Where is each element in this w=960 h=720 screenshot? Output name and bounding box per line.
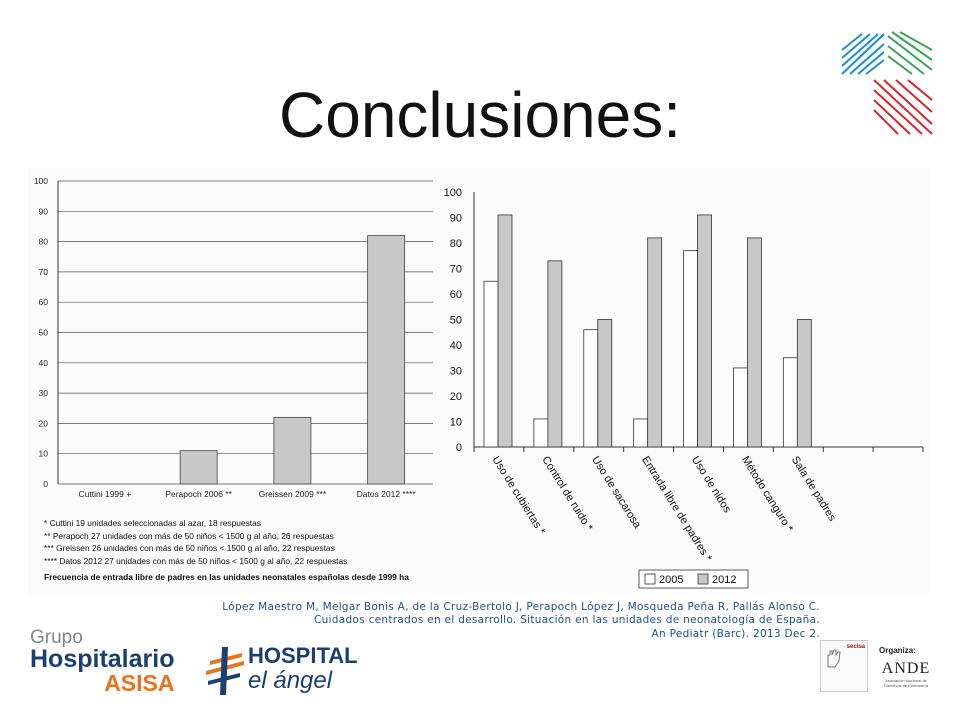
asisa-logo: Grupo Hospitalario ASISA [30,628,174,695]
reference-line-journal: An Pediatr (Barc). 2013 Dec 2. [651,627,820,640]
asisa-logo-line1: Grupo [30,627,83,648]
y-tick-label: 70 [450,264,462,276]
bar [179,450,218,485]
reference-line-authors: López Maestro M, Melgar Bonis A, de la C… [222,601,820,613]
chart-notes: * Cuttini 19 unidades seleccionadas al a… [44,517,444,584]
asisa-logo-line2: Hospitalario [30,645,175,673]
hospital-angel-icon [206,647,244,695]
ande-logo-subtitle: Asociación Nacional de Directivos de Enf… [883,678,928,688]
bar [497,214,513,448]
y-tick-label: 40 [39,358,49,368]
bar [683,250,698,448]
bar [747,237,762,448]
y-tick-label: 40 [450,340,462,352]
bar [633,418,649,448]
palm-leaf-logo-icon [840,31,933,135]
slide-title: Conclusiones: [279,79,681,151]
x-tick-label: Uso de cubiertas * [489,454,547,537]
y-tick-label: 90 [450,213,462,225]
y-tick-label: 60 [450,289,462,301]
x-tick-label: Cuttini 1999 + [79,489,132,499]
x-tick-label: Método canguro * [739,454,796,535]
y-tick-label: 30 [450,366,462,378]
ande-logo: ANDE Asociación Nacional de Directivos d… [876,660,936,688]
y-tick-label: 80 [39,237,49,247]
y-tick-label: 60 [39,297,49,307]
y-tick-label: 100 [444,187,462,199]
note-line: **** Datos 2012 27 unidades con más de 5… [44,555,348,566]
hospital-logo-word: HOSPITAL [248,643,358,668]
bar [697,214,712,448]
secisa-logo-text: secisa [846,644,865,650]
bar [782,357,798,448]
bar [733,367,748,448]
y-tick-label: 50 [450,315,462,327]
bar [796,319,812,448]
y-tick-label: 0 [456,442,462,454]
chart-caption: Frecuencia de entrada libre de padres en… [44,572,409,583]
bar [647,237,663,448]
bar [273,416,312,485]
hospital-el-angel-logo: HOSPITAL el ángel [204,643,358,698]
y-tick-label: 30 [39,388,49,398]
x-tick-label: Uso de sacarosa [589,454,643,531]
y-tick-label: 80 [450,238,462,250]
legend-box [638,569,749,589]
reference-line-title: Cuidados centrados en el desarrollo. Sit… [313,614,820,627]
ande-logo-text: ANDE [881,660,931,677]
legend-label: 2005 [659,574,683,586]
bar [583,329,599,448]
x-tick-label: Datos 2012 **** [357,489,417,499]
x-tick-label: Sala de padres [789,454,839,524]
bar [483,280,499,448]
y-tick-label: 10 [450,417,462,429]
entrada-libre-bar-chart: 0 10 20 30 40 50 60 70 80 90 100 Cuttini 1999 + Pera… [34,176,433,499]
note-line: ** Perapoch 27 unidades con más de 50 ni… [44,530,334,541]
y-tick-label: 10 [39,449,49,459]
note-line: *** Greissen 26 unidades con más de 50 n… [44,543,335,554]
reference-citation: López Maestro M, Melgar Bonis A, de la C… [180,601,820,641]
bar [533,418,549,448]
organiza-label: Organiza: [879,646,916,655]
y-tick-label: 20 [39,418,49,428]
bar [547,260,563,448]
cuidados-grouped-bar-chart: 0 10 20 30 40 50 60 70 80 90 100 Uso de cubiertas *… [444,187,924,589]
x-tick-label: Control de ruido * [539,454,595,534]
x-tick-label: Perapoch 2006 ** [165,489,232,499]
hand-icon [827,649,841,668]
chart-panel: 0 10 20 30 40 50 60 70 80 90 100 Cuttini 1999 + Pera… [28,168,930,594]
legend-swatch [697,573,709,585]
legend-swatch [644,573,656,585]
secisa-logo: secisa [820,640,868,692]
y-tick-label: 0 [43,479,48,489]
hospital-logo-name: el ángel [248,667,333,694]
note-line: * Cuttini 19 unidades seleccionadas al a… [44,518,261,528]
asisa-logo-line3: ASISA [104,670,175,696]
x-tick-label: Greissen 2009 *** [259,489,327,499]
x-tick-label: Uso de nidos [689,454,733,515]
y-tick-label: 90 [39,206,49,216]
bar [367,235,406,485]
y-tick-label: 50 [39,328,49,338]
y-tick-label: 100 [34,176,48,186]
y-tick-label: 20 [450,391,462,403]
y-tick-label: 70 [39,267,49,277]
bar [597,319,613,448]
legend-label: 2012 [712,574,736,586]
